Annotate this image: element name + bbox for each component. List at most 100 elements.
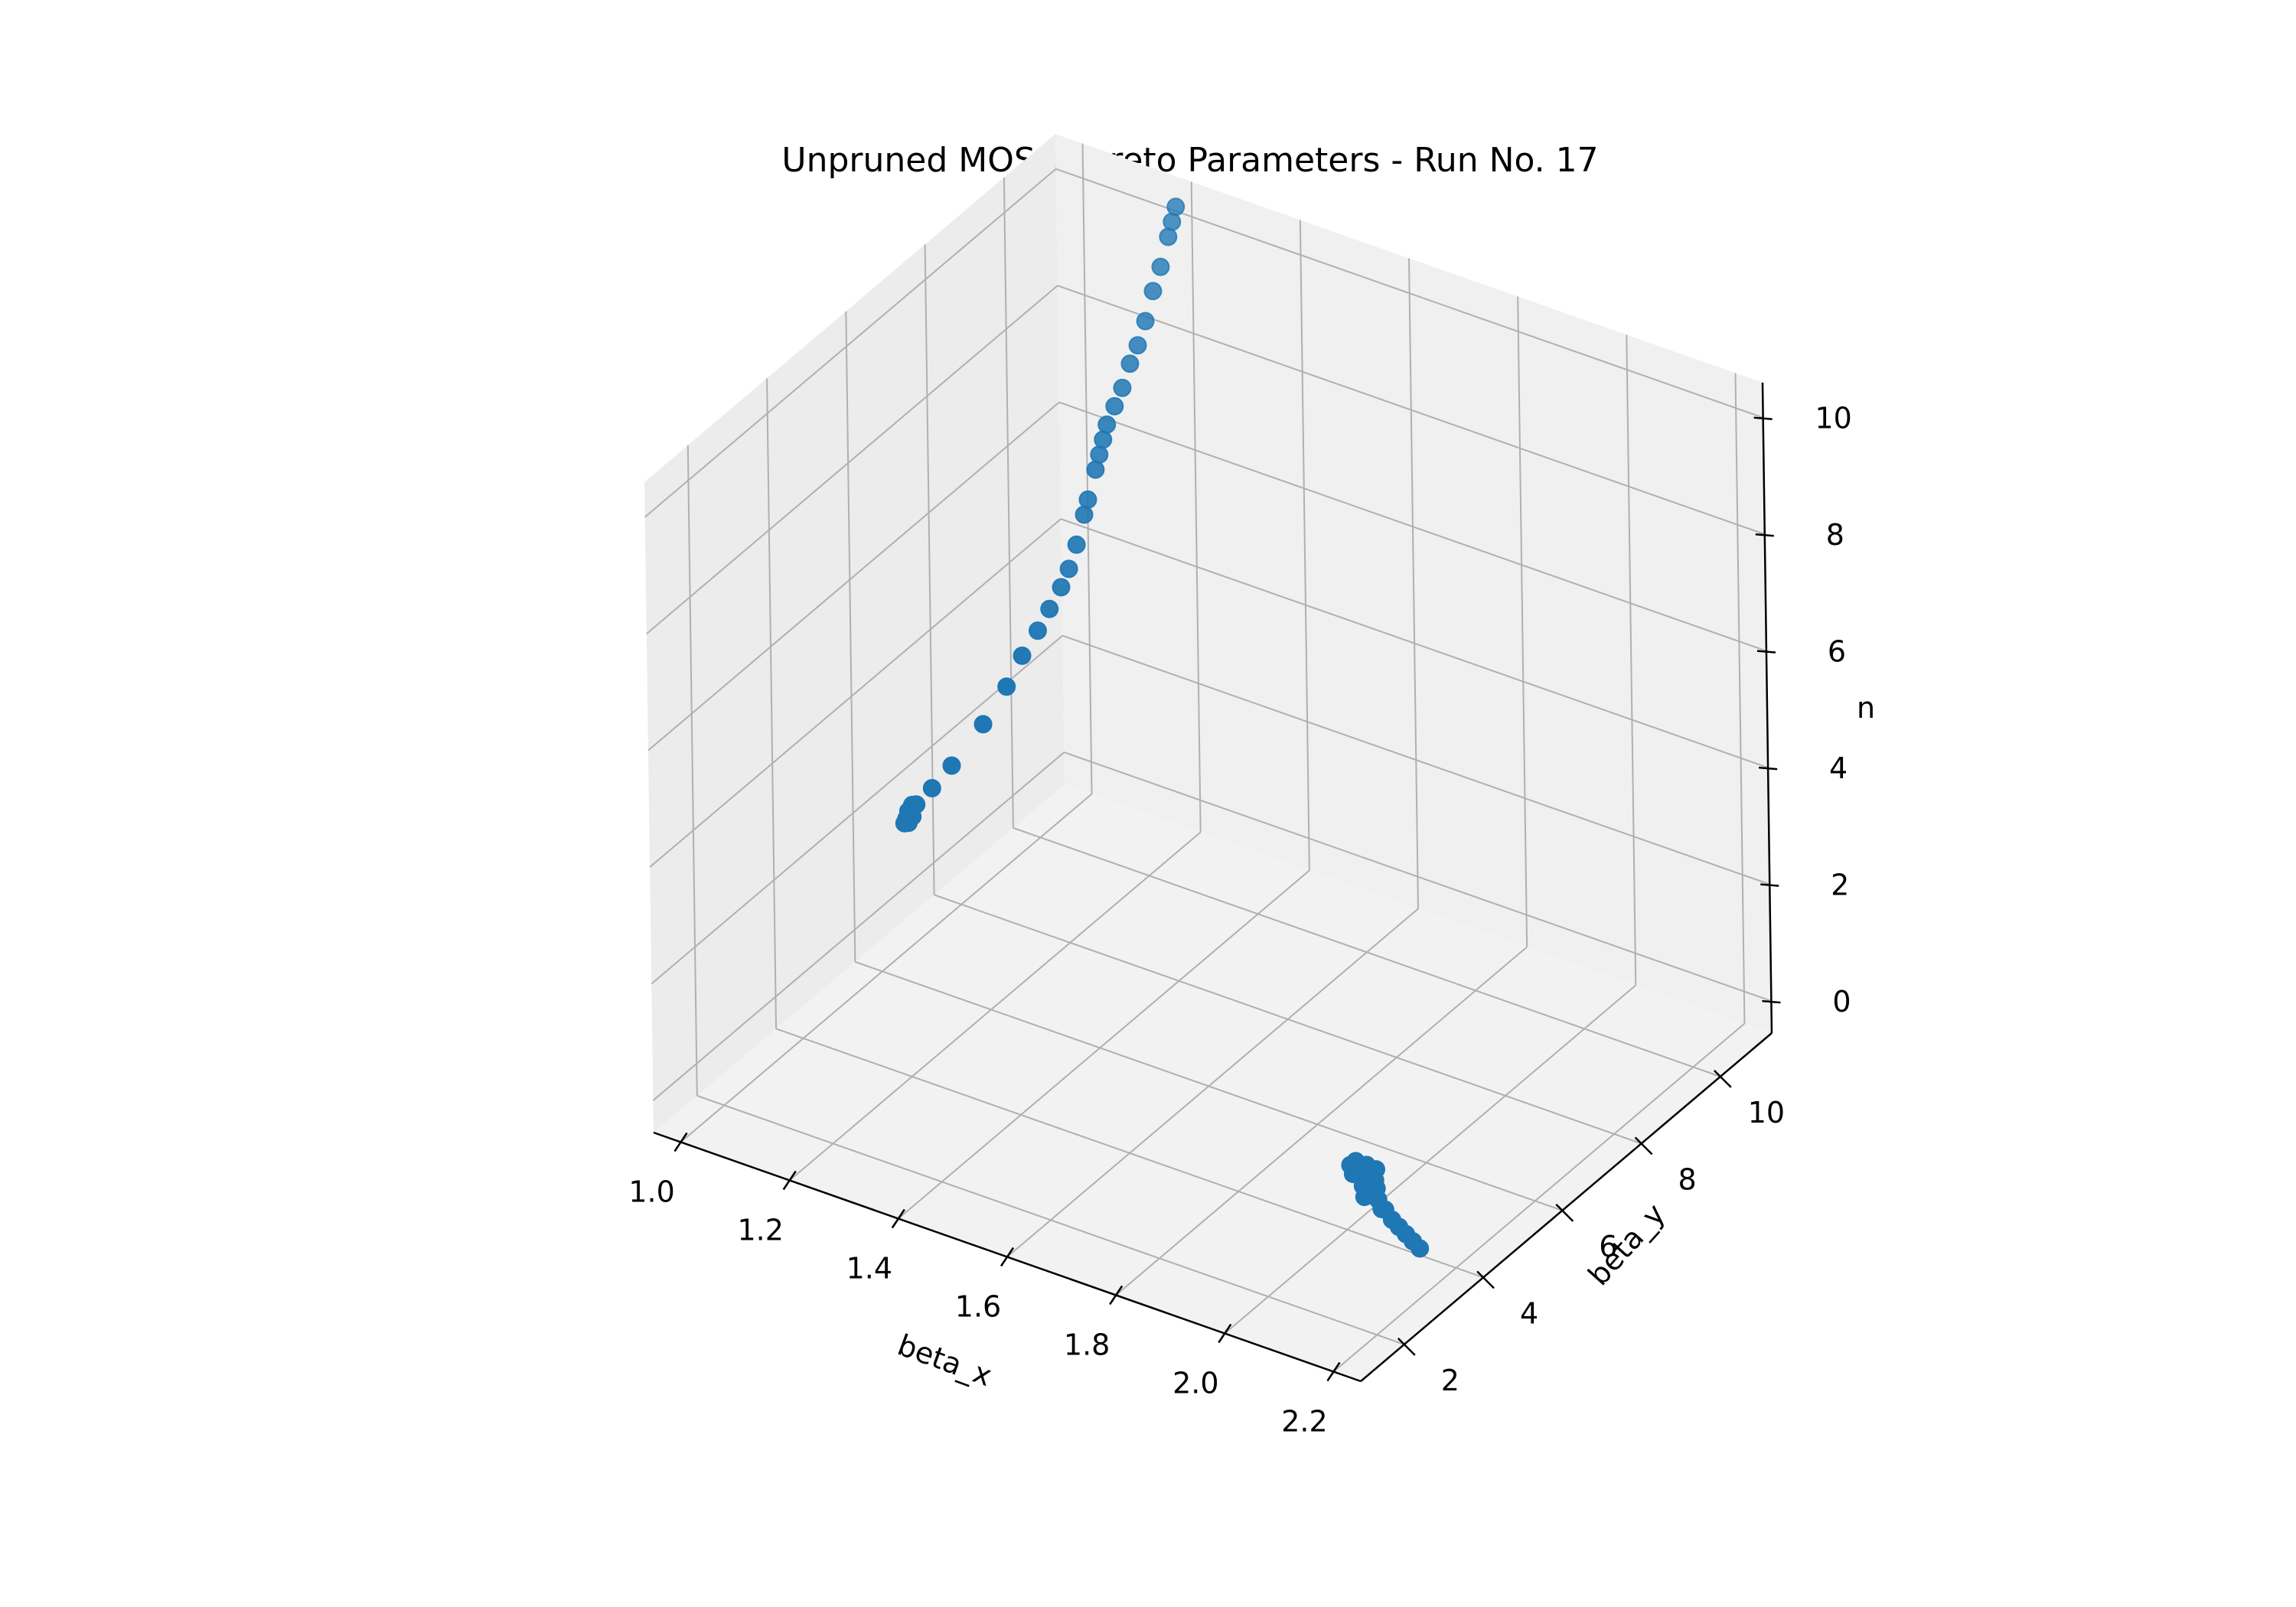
x-grid-floor — [680, 793, 1093, 1143]
z-grid-back — [1058, 401, 1767, 652]
scatter-point — [1090, 445, 1109, 464]
scatter-point — [1105, 396, 1124, 416]
scatter-point — [1028, 621, 1047, 641]
y-grid-floor — [855, 960, 1563, 1211]
scatter-point — [974, 715, 993, 734]
x-grid-back — [1408, 258, 1419, 909]
z-tick — [1755, 533, 1774, 537]
z-grid-left — [646, 285, 1058, 634]
x-grid-floor — [789, 831, 1202, 1182]
x-tick-label: 2.2 — [1281, 1405, 1327, 1439]
x-tick-label: 1.2 — [737, 1214, 783, 1247]
scatter-point — [1151, 257, 1170, 276]
scatter-point — [1166, 197, 1186, 217]
x-tick — [673, 1132, 688, 1152]
y-tick-label: 4 — [1520, 1296, 1538, 1330]
y-tick — [1634, 1136, 1653, 1156]
x-tick-label: 1.8 — [1064, 1328, 1110, 1362]
y-tick — [1713, 1069, 1732, 1088]
x-tick — [1000, 1247, 1015, 1267]
x-tick — [1326, 1361, 1341, 1382]
z-grid-back — [1064, 751, 1772, 1002]
scatter-point — [1040, 599, 1059, 618]
x-grid-floor — [898, 869, 1310, 1220]
z-tick-label: 8 — [1826, 518, 1844, 552]
x-grid-back — [1299, 220, 1310, 871]
x-grid-back — [1517, 296, 1528, 947]
scatter-point — [1094, 430, 1113, 449]
y-tick — [1397, 1337, 1416, 1356]
z-grid-back — [1062, 634, 1770, 885]
scatter-point — [1113, 378, 1132, 397]
z-tick-label: 10 — [1815, 402, 1851, 435]
axes-panes — [644, 134, 1772, 1381]
scatter-point — [1367, 1160, 1386, 1179]
z-tick-label: 6 — [1828, 635, 1846, 669]
scatter-point — [997, 677, 1016, 696]
x-tick-label: 1.6 — [955, 1290, 1001, 1324]
chart-title: Unpruned MOSA Pareto Parameters - Run No… — [781, 141, 1598, 180]
x-grid-floor — [1224, 984, 1636, 1335]
x-tick-label: 1.0 — [628, 1175, 674, 1209]
z-axis-label: n — [1857, 691, 1875, 725]
z-grid-left — [649, 518, 1062, 868]
x-grid-floor — [1332, 1022, 1746, 1373]
axes-lines: 1.0 1.2 1.4 1.6 1.8 2.0 2.2 2 4 6 8 10 0 2 4 6 8 10 — [628, 382, 1852, 1439]
z-grid-left — [651, 634, 1063, 985]
y-grid-floor — [1013, 826, 1721, 1077]
scatter-point — [1086, 460, 1105, 479]
z-tick — [1756, 650, 1776, 654]
z-tick — [1760, 883, 1779, 887]
z-grid-back — [1060, 518, 1769, 769]
y-tick-label: 2 — [1441, 1364, 1459, 1397]
z-tick — [1758, 766, 1778, 771]
x-tick — [891, 1208, 905, 1229]
scatter-point — [1013, 646, 1032, 665]
z-tick-label: 4 — [1829, 751, 1848, 785]
z-tick-label: 0 — [1832, 985, 1851, 1019]
y-grid-left — [1003, 177, 1014, 828]
scatter-point — [1128, 336, 1147, 355]
y-grid-left — [687, 445, 698, 1096]
y-grid-left — [845, 311, 856, 962]
x-grid-floor — [1115, 946, 1528, 1296]
scatter-point — [942, 756, 961, 775]
y-grid-floor — [775, 1028, 1484, 1279]
y-tick — [1476, 1270, 1495, 1289]
z-tick — [1762, 999, 1781, 1004]
z-grid-left — [644, 168, 1057, 518]
x-tick — [1109, 1285, 1124, 1305]
z-grid-left — [647, 401, 1060, 751]
y-axis-line — [1360, 1032, 1773, 1382]
scatter-point — [1097, 415, 1117, 434]
scatter-point — [1067, 535, 1086, 554]
scatter-point — [895, 813, 914, 833]
x-tick — [1218, 1323, 1232, 1344]
scatter-point — [1052, 578, 1071, 597]
scatter-point — [1163, 212, 1182, 231]
z-tick-label: 2 — [1831, 869, 1849, 902]
left-pane — [644, 134, 1065, 1133]
scatter-point — [1120, 354, 1140, 373]
z-grid-back — [1057, 285, 1766, 536]
z-grid-left — [652, 751, 1065, 1101]
scatter-point — [1159, 227, 1178, 246]
scatter-point — [1346, 1152, 1365, 1171]
scatter-point — [1059, 559, 1078, 579]
scatter-point — [1136, 311, 1155, 331]
x-grid-back — [1734, 373, 1746, 1024]
y-grid-left — [766, 378, 778, 1029]
y-grid-floor — [934, 894, 1642, 1145]
scatter-point — [922, 778, 941, 797]
scatter-point — [1143, 282, 1163, 301]
scatter-point — [1075, 505, 1094, 524]
scatter-point — [1411, 1239, 1430, 1258]
z-axis-line — [1761, 382, 1773, 1034]
y-tick — [1555, 1203, 1574, 1222]
y-tick-label: 10 — [1748, 1096, 1785, 1129]
x-grid-back — [1626, 334, 1637, 986]
y-axis-label: beta_y — [1581, 1197, 1671, 1292]
z-tick — [1753, 416, 1773, 420]
x-tick — [782, 1170, 797, 1191]
